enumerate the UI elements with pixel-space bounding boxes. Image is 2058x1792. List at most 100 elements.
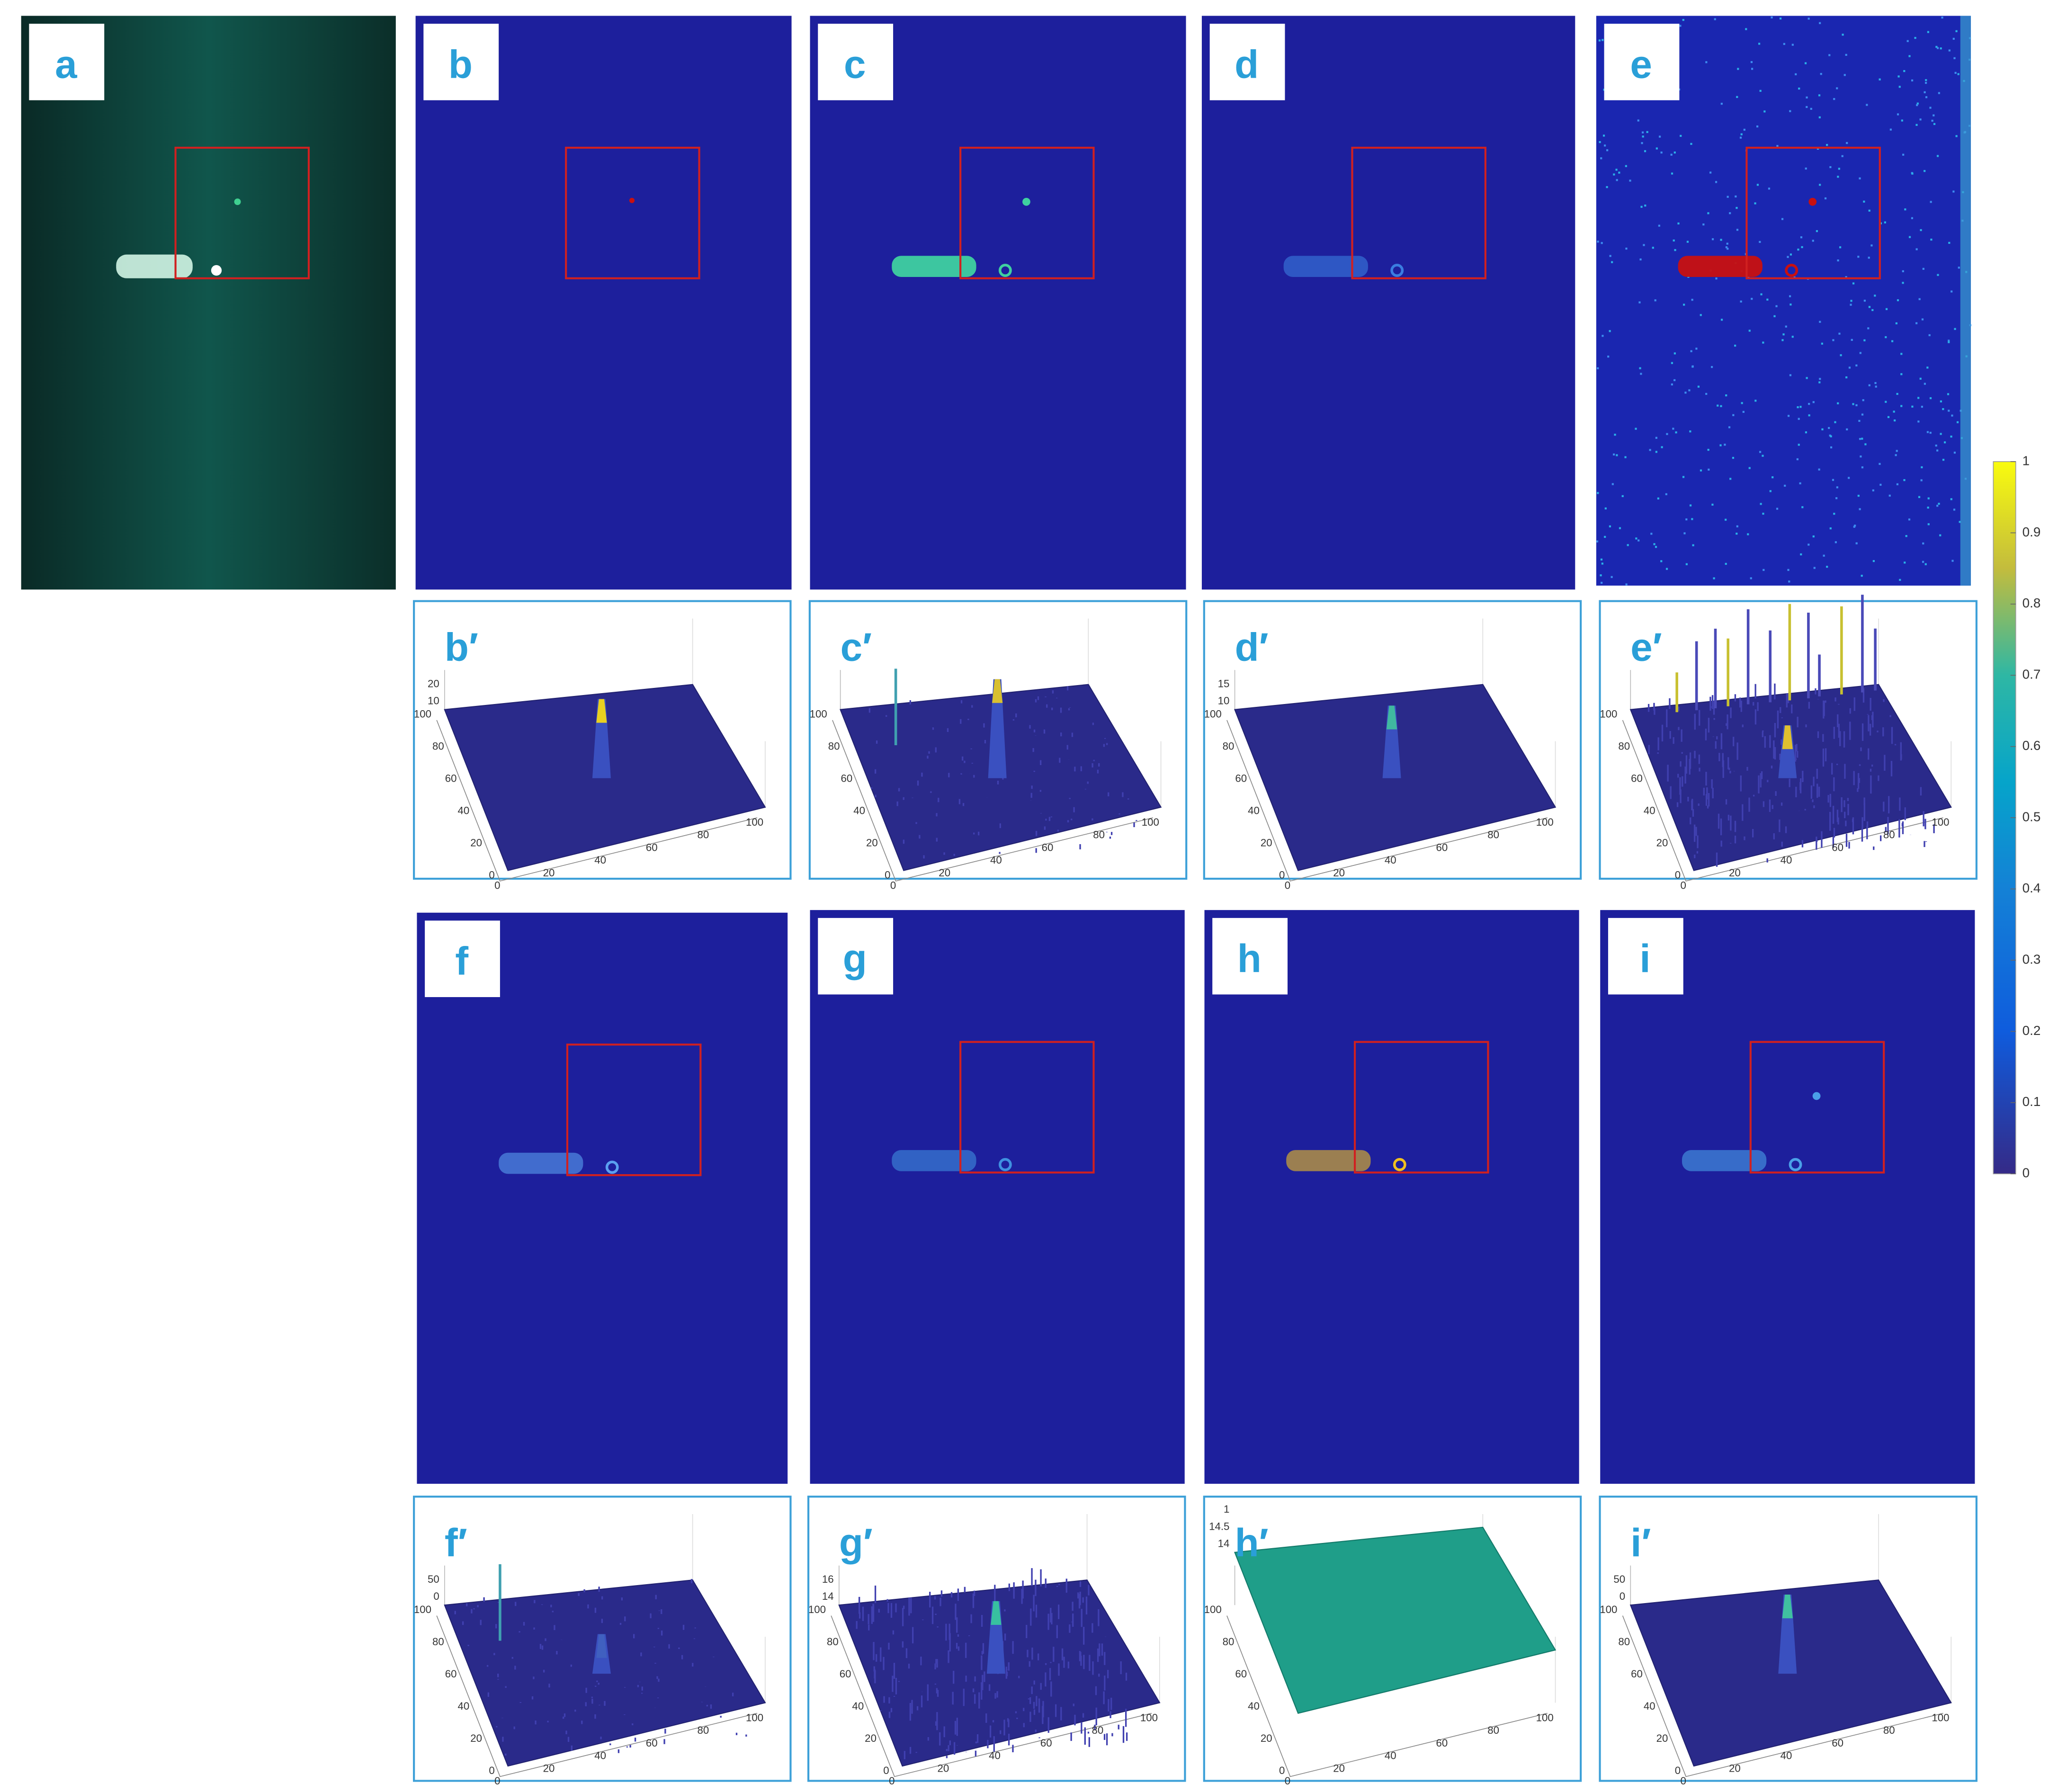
y-tick-label: 60 [445, 772, 457, 784]
noise [1901, 119, 1903, 122]
noise [1597, 492, 1599, 494]
noise [1653, 543, 1655, 545]
noise [1902, 153, 1905, 156]
y-tick-label: 100 [810, 708, 827, 720]
noise [1720, 239, 1722, 241]
noise [1857, 256, 1860, 258]
x-tick-label: 80 [1883, 829, 1895, 841]
noise [1940, 433, 1942, 435]
noise [1957, 73, 1960, 75]
noise [1729, 478, 1732, 480]
noise [1602, 335, 1604, 337]
noise [1861, 466, 1864, 469]
label-box [423, 24, 499, 100]
noise [1736, 533, 1738, 535]
noise [1920, 229, 1922, 232]
noise [1852, 282, 1855, 285]
boat [1678, 256, 1763, 277]
noise [1602, 39, 1604, 41]
noise [1833, 98, 1835, 100]
noise [1670, 153, 1673, 156]
noise [1727, 248, 1729, 250]
noise [1915, 124, 1918, 126]
noise [1748, 330, 1751, 332]
noise [1666, 433, 1668, 435]
noise [1604, 507, 1607, 509]
noise [1891, 340, 1894, 342]
y-tick-label: 60 [841, 772, 852, 784]
z-tick-label: 0 [433, 1590, 439, 1602]
noise [1639, 258, 1642, 261]
noise [1604, 535, 1606, 538]
panel-image [21, 16, 396, 590]
noise [1871, 309, 1874, 312]
noise [1685, 563, 1688, 565]
noise [1944, 441, 1946, 444]
noise [1771, 16, 1773, 18]
noise [1789, 110, 1791, 112]
noise [1863, 339, 1866, 341]
noise [1832, 339, 1834, 341]
noise [1690, 350, 1692, 352]
colorbar-tick-label: 0.7 [2022, 667, 2041, 682]
x-tick-label: 80 [698, 1724, 709, 1736]
noise [1839, 246, 1842, 249]
noise [1836, 87, 1838, 89]
noise [1604, 144, 1606, 147]
x-tick-label: 100 [1142, 816, 1159, 828]
noise [1690, 143, 1692, 145]
surface-plot: 0 20 40 60 80 100 0 20 40 60 80 100 14 14.5 1 h′ [1203, 1496, 1582, 1787]
noise [1799, 482, 1801, 484]
noise [1791, 44, 1794, 46]
panel-label: e′ [1630, 625, 1662, 669]
panel-label: b′ [445, 625, 478, 669]
noise [1859, 438, 1861, 440]
noise [1872, 489, 1874, 491]
noise [1879, 222, 1882, 224]
panel-label: b [448, 42, 473, 86]
noise [1609, 255, 1611, 257]
noise [1758, 43, 1761, 45]
x-tick-label: 40 [990, 854, 1002, 866]
noise [1673, 239, 1675, 242]
noise [1875, 385, 1877, 388]
panel-image [1600, 910, 1975, 1484]
noise [1797, 249, 1799, 251]
panel-image [810, 16, 1186, 590]
y-tick-label: 60 [1631, 772, 1643, 784]
noise [1951, 414, 1953, 417]
noise [1806, 96, 1808, 98]
noise [1736, 207, 1738, 209]
noise [1772, 476, 1774, 479]
boat [892, 256, 976, 277]
y-tick-label: 20 [866, 837, 878, 848]
noise [1750, 577, 1752, 580]
z-tick-label: 16 [822, 1573, 834, 1585]
z-tick-label: 10 [1218, 695, 1230, 707]
label-box [1604, 24, 1680, 100]
noise [1807, 544, 1810, 546]
noise [1789, 374, 1792, 376]
noise [1917, 397, 1920, 399]
z-tick-label: 15 [1218, 678, 1230, 689]
surface-plot: 0 20 40 60 80 100 0 20 40 60 80 100 14 16 g′ [807, 1496, 1186, 1787]
noise [1837, 259, 1839, 262]
noise [1955, 135, 1958, 137]
noise [1635, 537, 1637, 540]
label-box [1212, 918, 1288, 995]
x-tick-label: 60 [1042, 841, 1054, 853]
noise [1904, 208, 1906, 211]
noise [1859, 508, 1861, 510]
noise [1759, 451, 1762, 453]
x-tick-label: 0 [494, 880, 500, 892]
noise [1952, 190, 1955, 193]
noise [1868, 209, 1870, 212]
noise [1640, 373, 1642, 375]
noise [1863, 200, 1865, 203]
noise [1798, 418, 1800, 420]
noise [1927, 507, 1929, 509]
image-panel: e [1596, 16, 1971, 586]
noise [1597, 367, 1599, 369]
noise [1754, 202, 1756, 205]
